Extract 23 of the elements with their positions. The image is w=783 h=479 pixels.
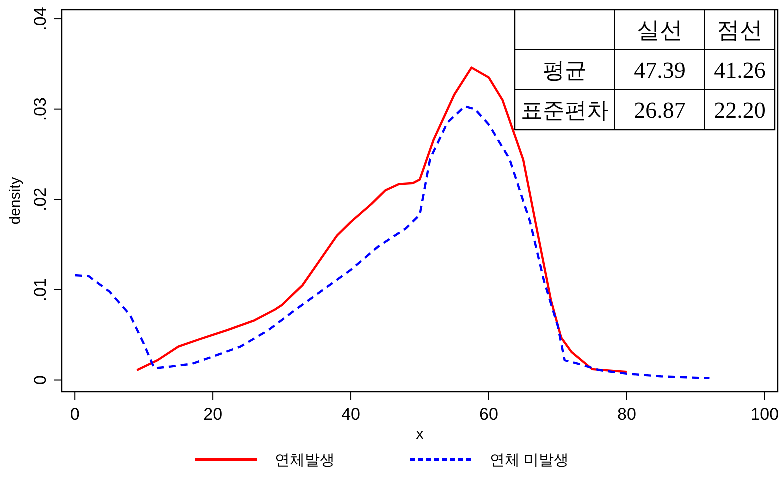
annotation: 22.20 bbox=[714, 98, 766, 123]
y-tick-label: 0 bbox=[31, 376, 50, 385]
annotation: 26.87 bbox=[634, 98, 686, 123]
x-tick-label: 40 bbox=[342, 405, 360, 424]
annotation: 평균 bbox=[543, 59, 587, 84]
y-tick-label: .02 bbox=[31, 188, 50, 212]
legend-label: 연체발생 bbox=[275, 452, 335, 469]
x-tick-label: 60 bbox=[480, 405, 498, 424]
annotation: 47.39 bbox=[634, 58, 686, 83]
annotation: 41.26 bbox=[714, 58, 766, 83]
y-tick-label: .01 bbox=[31, 278, 50, 302]
x-tick-label: 20 bbox=[204, 405, 223, 424]
y-tick-label: .03 bbox=[31, 98, 50, 122]
legend-label: 연체 미발생 bbox=[490, 452, 570, 469]
x-tick-label: 0 bbox=[70, 405, 80, 424]
x-tick-label: 100 bbox=[750, 405, 780, 424]
y-tick-label: .04 bbox=[31, 7, 50, 31]
annotation: 표준편차 bbox=[521, 99, 609, 124]
x-tick-label: 80 bbox=[617, 405, 636, 424]
annotation: 실선 bbox=[637, 18, 683, 44]
y-axis-title: density bbox=[7, 176, 24, 225]
annotation: 점선 bbox=[717, 18, 763, 44]
x-axis-title: x bbox=[416, 426, 424, 443]
